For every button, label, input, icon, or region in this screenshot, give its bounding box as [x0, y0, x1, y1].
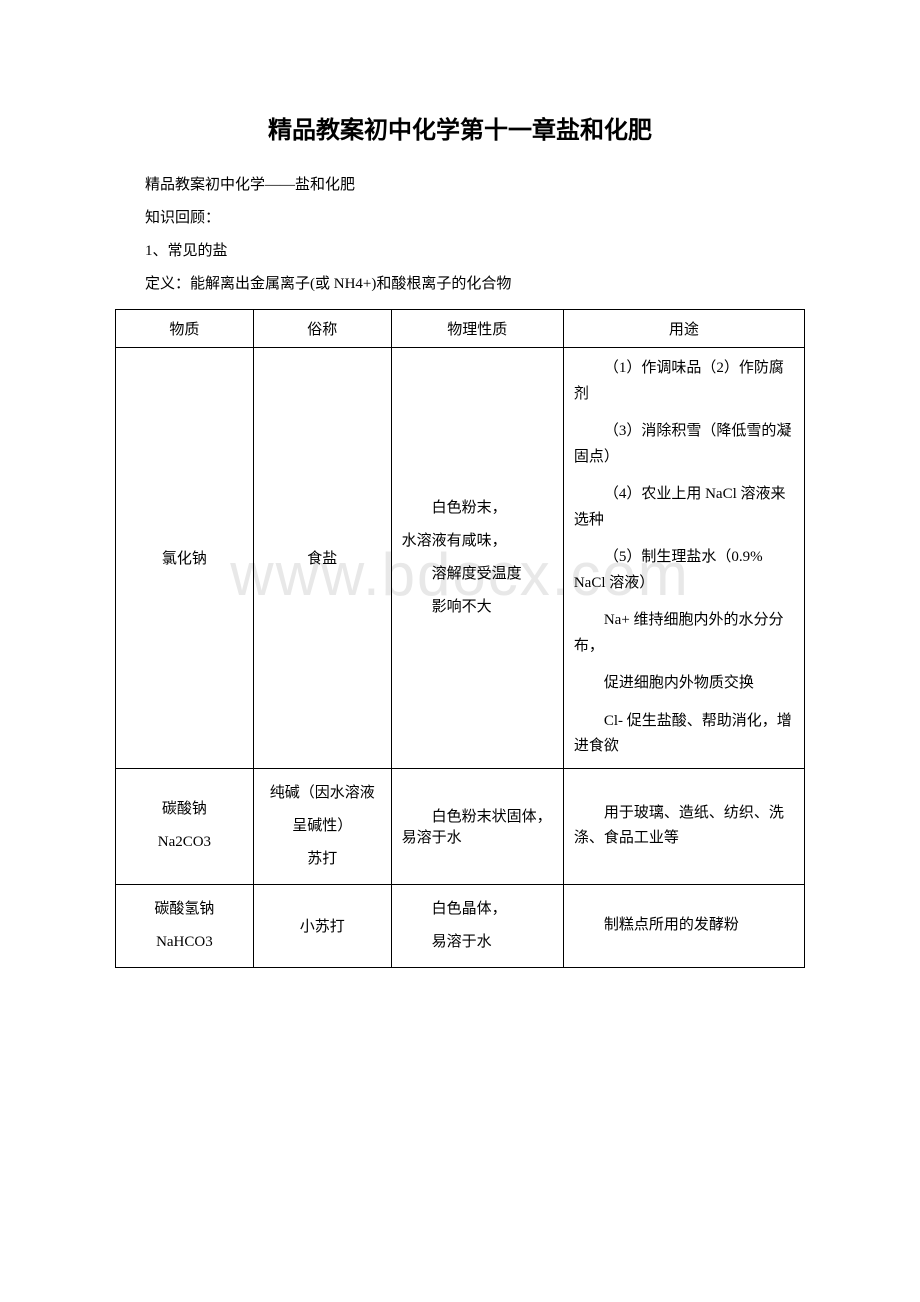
row2-substance: 碳酸钠 Na2CO3	[116, 768, 254, 884]
row3-prop-line: 白色晶体，	[402, 893, 553, 926]
row2-substance-name: 碳酸钠	[126, 793, 243, 826]
table-row: 碳酸氢钠 NaHCO3 小苏打 白色晶体， 易溶于水 制糕点所用的发酵粉	[116, 884, 805, 967]
row1-prop-line: 影响不大	[402, 591, 553, 624]
row1-substance: 氯化钠	[116, 348, 254, 769]
row3-substance: 碳酸氢钠 NaHCO3	[116, 884, 254, 967]
document-content: 精品教案初中化学第十一章盐和化肥 精品教案初中化学——盐和化肥 知识回顾： 1、…	[115, 110, 805, 968]
header-col1: 物质	[116, 310, 254, 348]
row3-substance-name: 碳酸氢钠	[126, 893, 243, 926]
row1-properties: 白色粉末， 水溶液有咸味， 溶解度受温度 影响不大	[391, 348, 563, 769]
row1-prop-line: 水溶液有咸味，	[402, 525, 553, 558]
row3-substance-formula: NaHCO3	[126, 926, 243, 959]
intro-line-4: 定义：能解离出金属离子(或 NH4+)和酸根离子的化合物	[115, 268, 805, 301]
row2-uses: 用于玻璃、造纸、纺织、洗涤、食品工业等	[563, 768, 804, 884]
row1-uses: （1）作调味品（2）作防腐剂 （3）消除积雪（降低雪的凝固点） （4）农业上用 …	[563, 348, 804, 769]
row1-common-name: 食盐	[253, 348, 391, 769]
row1-prop-line: 白色粉末，	[402, 492, 553, 525]
row2-common-name-2: 苏打	[264, 843, 381, 876]
row1-use-item: Na+ 维持细胞内外的水分分布，	[574, 608, 794, 659]
table-row: 氯化钠 食盐 白色粉末， 水溶液有咸味， 溶解度受温度 影响不大 （1）作调味品…	[116, 348, 805, 769]
row1-use-item: （3）消除积雪（降低雪的凝固点）	[574, 419, 794, 470]
row1-use-item: 促进细胞内外物质交换	[574, 671, 794, 697]
intro-line-3: 1、常见的盐	[115, 235, 805, 268]
row2-properties: 白色粉末状固体，易溶于水	[391, 768, 563, 884]
table-header-row: 物质 俗称 物理性质 用途	[116, 310, 805, 348]
row1-use-item: Cl- 促生盐酸、帮助消化，增进食欲	[574, 709, 794, 760]
row1-use-item: （4）农业上用 NaCl 溶液来选种	[574, 482, 794, 533]
substances-table: 物质 俗称 物理性质 用途 氯化钠 食盐 白色粉末， 水溶液有咸味， 溶解度受温…	[115, 309, 805, 968]
row3-common-name: 小苏打	[253, 884, 391, 967]
header-col3: 物理性质	[391, 310, 563, 348]
row2-common-name: 纯碱（因水溶液呈碱性） 苏打	[253, 768, 391, 884]
table-row: 碳酸钠 Na2CO3 纯碱（因水溶液呈碱性） 苏打 白色粉末状固体，易溶于水 用…	[116, 768, 805, 884]
header-col2: 俗称	[253, 310, 391, 348]
header-col4: 用途	[563, 310, 804, 348]
row2-substance-formula: Na2CO3	[126, 826, 243, 859]
row3-prop-line: 易溶于水	[402, 926, 553, 959]
row3-properties: 白色晶体， 易溶于水	[391, 884, 563, 967]
row2-common-name-1: 纯碱（因水溶液呈碱性）	[264, 777, 381, 843]
row1-use-item: （5）制生理盐水（0.9% NaCl 溶液）	[574, 545, 794, 596]
row1-use-item: （1）作调味品（2）作防腐剂	[574, 356, 794, 407]
intro-line-1: 精品教案初中化学——盐和化肥	[115, 169, 805, 202]
row1-prop-line: 溶解度受温度	[402, 558, 553, 591]
page-title: 精品教案初中化学第十一章盐和化肥	[115, 110, 805, 145]
intro-line-2: 知识回顾：	[115, 202, 805, 235]
row3-uses: 制糕点所用的发酵粉	[563, 884, 804, 967]
